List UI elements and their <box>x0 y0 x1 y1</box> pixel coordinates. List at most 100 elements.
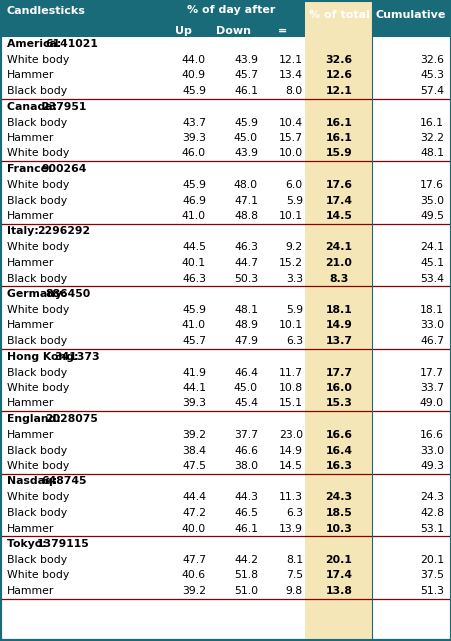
Text: 49.3: 49.3 <box>419 461 443 471</box>
Text: Candlesticks: Candlesticks <box>7 6 86 16</box>
Text: Hammer: Hammer <box>7 586 54 596</box>
Text: 53.4: 53.4 <box>419 274 443 283</box>
Text: France:: France: <box>7 164 56 174</box>
Text: 51.3: 51.3 <box>419 586 443 596</box>
Text: 17.7: 17.7 <box>419 367 443 378</box>
Text: % of total: % of total <box>308 10 368 20</box>
Text: 51.0: 51.0 <box>233 586 258 596</box>
Text: 45.9: 45.9 <box>182 180 206 190</box>
Text: 5.9: 5.9 <box>285 305 302 315</box>
Text: 48.0: 48.0 <box>233 180 258 190</box>
Text: 33.7: 33.7 <box>419 383 443 393</box>
Text: 13.8: 13.8 <box>325 586 352 596</box>
Text: 237951: 237951 <box>41 101 87 112</box>
Text: 20.1: 20.1 <box>419 555 443 565</box>
Text: 41.9: 41.9 <box>182 367 206 378</box>
Text: 13.7: 13.7 <box>325 336 352 346</box>
Text: 13.4: 13.4 <box>278 71 302 81</box>
Text: 9.2: 9.2 <box>285 242 302 253</box>
Text: Black body: Black body <box>7 117 67 128</box>
Text: 17.7: 17.7 <box>325 367 352 378</box>
Text: 49.0: 49.0 <box>419 399 443 408</box>
Text: 16.3: 16.3 <box>325 461 352 471</box>
Text: 15.9: 15.9 <box>325 149 352 158</box>
Text: Hammer: Hammer <box>7 430 54 440</box>
Text: 6.3: 6.3 <box>285 336 302 346</box>
Text: White body: White body <box>7 180 69 190</box>
Text: White body: White body <box>7 305 69 315</box>
Text: 40.1: 40.1 <box>181 258 206 268</box>
Text: 46.1: 46.1 <box>234 86 258 96</box>
Text: 46.6: 46.6 <box>234 445 258 456</box>
Text: Black body: Black body <box>7 555 67 565</box>
Text: 45.9: 45.9 <box>182 305 206 315</box>
Text: 37.5: 37.5 <box>419 570 443 581</box>
Text: 33.0: 33.0 <box>419 320 443 331</box>
Text: 16.1: 16.1 <box>419 117 443 128</box>
Text: Tokyo:: Tokyo: <box>7 539 51 549</box>
Text: 24.1: 24.1 <box>419 242 443 253</box>
Text: % of day after: % of day after <box>187 5 275 15</box>
Text: 44.7: 44.7 <box>234 258 258 268</box>
Text: 17.4: 17.4 <box>325 570 352 581</box>
Text: 43.7: 43.7 <box>182 117 206 128</box>
Text: 10.1: 10.1 <box>278 211 302 221</box>
Text: 8.1: 8.1 <box>285 555 302 565</box>
Text: 900264: 900264 <box>41 164 87 174</box>
Text: Hong Kong:: Hong Kong: <box>7 351 82 362</box>
Text: 14.9: 14.9 <box>325 320 352 331</box>
Text: 46.3: 46.3 <box>234 242 258 253</box>
Text: 7.5: 7.5 <box>285 570 302 581</box>
Text: 39.2: 39.2 <box>182 430 206 440</box>
Text: 45.9: 45.9 <box>182 86 206 96</box>
Text: 14.5: 14.5 <box>325 211 352 221</box>
Text: 45.3: 45.3 <box>419 71 443 81</box>
Text: 45.0: 45.0 <box>233 383 258 393</box>
Text: 11.3: 11.3 <box>278 492 302 503</box>
Text: Cumulative: Cumulative <box>374 10 445 20</box>
Text: 46.1: 46.1 <box>234 524 258 533</box>
Text: 40.9: 40.9 <box>181 71 206 81</box>
Text: 21.0: 21.0 <box>325 258 352 268</box>
Text: 16.4: 16.4 <box>325 445 352 456</box>
Text: 48.1: 48.1 <box>234 305 258 315</box>
Text: 44.2: 44.2 <box>234 555 258 565</box>
Text: 10.1: 10.1 <box>278 320 302 331</box>
Text: 32.6: 32.6 <box>325 55 352 65</box>
Text: 48.8: 48.8 <box>234 211 258 221</box>
Text: 16.1: 16.1 <box>325 117 352 128</box>
Text: 16.1: 16.1 <box>325 133 352 143</box>
Text: 24.3: 24.3 <box>419 492 443 503</box>
Text: 2296292: 2296292 <box>37 226 90 237</box>
Text: 39.2: 39.2 <box>182 586 206 596</box>
Text: 41.0: 41.0 <box>181 320 206 331</box>
Text: Up: Up <box>174 26 191 36</box>
Text: Down: Down <box>216 26 251 36</box>
Text: Black body: Black body <box>7 367 67 378</box>
Text: 35.0: 35.0 <box>419 196 443 206</box>
Text: 10.8: 10.8 <box>278 383 302 393</box>
Text: Hammer: Hammer <box>7 320 54 331</box>
Text: 648745: 648745 <box>41 476 87 487</box>
Text: 47.5: 47.5 <box>182 461 206 471</box>
Text: 14.9: 14.9 <box>278 445 302 456</box>
Text: 18.1: 18.1 <box>325 305 352 315</box>
Text: Black body: Black body <box>7 336 67 346</box>
Text: 18.5: 18.5 <box>325 508 352 518</box>
Bar <box>304 1 372 37</box>
Text: 45.7: 45.7 <box>182 336 206 346</box>
Text: 38.4: 38.4 <box>182 445 206 456</box>
Text: 341373: 341373 <box>54 351 100 362</box>
Text: 44.0: 44.0 <box>181 55 206 65</box>
Text: White body: White body <box>7 55 69 65</box>
Text: 44.4: 44.4 <box>182 492 206 503</box>
Text: 46.4: 46.4 <box>234 367 258 378</box>
Text: Nasdaq:: Nasdaq: <box>7 476 61 487</box>
Text: 12.1: 12.1 <box>325 86 352 96</box>
Text: 6.0: 6.0 <box>285 180 302 190</box>
Text: Hammer: Hammer <box>7 133 54 143</box>
Text: Canada:: Canada: <box>7 101 61 112</box>
Text: Black body: Black body <box>7 445 67 456</box>
Text: 57.4: 57.4 <box>419 86 443 96</box>
Text: 46.9: 46.9 <box>182 196 206 206</box>
